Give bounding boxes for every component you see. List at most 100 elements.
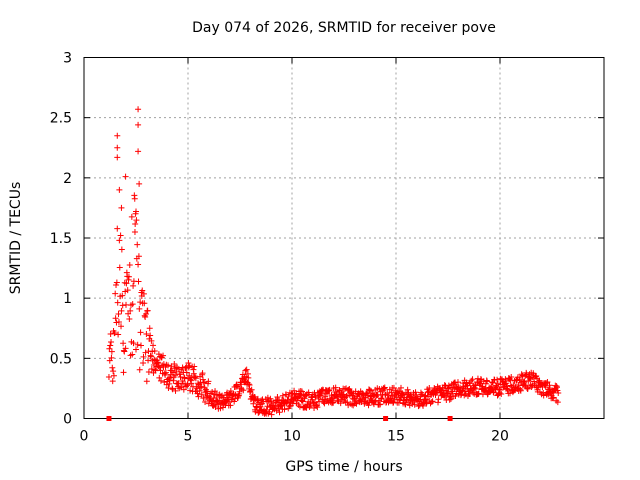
data-point [243,366,250,373]
data-point [469,389,476,396]
y-axis-label: SRMTID / TECUs [8,182,24,295]
data-point [133,217,140,224]
data-point [109,364,116,371]
data-point [147,332,154,339]
data-point [131,228,138,235]
data-point [142,311,149,318]
data-point [332,384,339,391]
data-point [114,154,121,161]
data-point [126,261,133,268]
y-tick-label: 0 [63,412,72,428]
data-point [135,253,142,260]
y-tick-label: 2 [63,171,72,187]
data-point [199,376,206,383]
data-point [173,368,180,375]
data-point [540,392,547,399]
data-point [120,369,127,376]
data-point [165,362,172,369]
data-point [506,390,513,397]
data-point [212,388,219,395]
data-point [543,380,550,387]
data-point [145,368,152,375]
data-point [412,389,419,396]
data-point [172,387,179,394]
data-point [114,225,121,232]
data-point [366,387,373,394]
data-point [131,195,138,202]
data-point [112,290,119,297]
data-point [314,404,321,411]
data-point [303,404,310,411]
x-tick-label: 20 [491,429,509,445]
data-point [524,385,531,392]
data-point [107,331,114,338]
y-tick-label: 1 [63,291,72,307]
data-point [129,351,136,358]
y-tick-label: 3 [63,51,72,67]
data-point [446,396,453,403]
data-point [254,395,261,402]
data-point [141,300,148,307]
data-point [554,387,561,394]
data-point [115,319,122,326]
data-point [380,385,387,392]
data-point [129,301,136,308]
data-point [116,186,123,193]
data-point [198,391,205,398]
data-point [202,398,209,405]
data-point [133,208,139,215]
data-point [205,378,212,385]
data-point [157,367,164,374]
data-point [122,173,129,180]
data-point [135,148,142,155]
data-point [299,398,306,405]
zero-point [447,416,453,421]
data-point [279,392,286,399]
data-point [472,385,479,392]
x-tick-label: 15 [387,429,405,445]
data-point [508,373,515,380]
data-point [298,388,305,395]
data-point [182,365,189,372]
data-point [388,389,395,396]
data-point [468,377,475,384]
data-point [143,330,150,337]
data-point [447,396,454,403]
data-point [381,384,388,391]
data-point [140,290,147,297]
data-point [223,397,230,404]
data-point [121,348,128,355]
data-point [133,346,139,353]
data-point [116,237,123,244]
x-axis-label: GPS time / hours [285,459,402,475]
data-point [140,360,147,367]
data-point [119,292,126,299]
data-point [210,395,217,402]
data-point [151,348,158,355]
data-point [113,279,120,286]
y-tick-label: 2.5 [50,111,72,127]
data-point [516,377,523,384]
y-tick-label: 0.5 [50,351,72,367]
data-point [139,287,146,294]
data-point [250,400,257,407]
data-point [148,365,155,372]
x-tick-label: 10 [283,429,301,445]
data-point [402,401,409,408]
data-point [337,400,344,407]
data-point [150,342,157,349]
data-point [428,398,435,405]
data-point [190,370,197,377]
data-point [368,387,375,394]
data-point [180,386,187,393]
data-point [247,387,254,394]
data-point [555,390,562,397]
data-point [147,353,154,360]
axis-ticks [83,57,604,419]
data-point [267,395,274,402]
data-point [371,398,378,405]
y-tick-label: 1.5 [50,231,72,247]
data-point [110,372,117,379]
data-point [130,282,137,289]
data-point [429,398,436,405]
